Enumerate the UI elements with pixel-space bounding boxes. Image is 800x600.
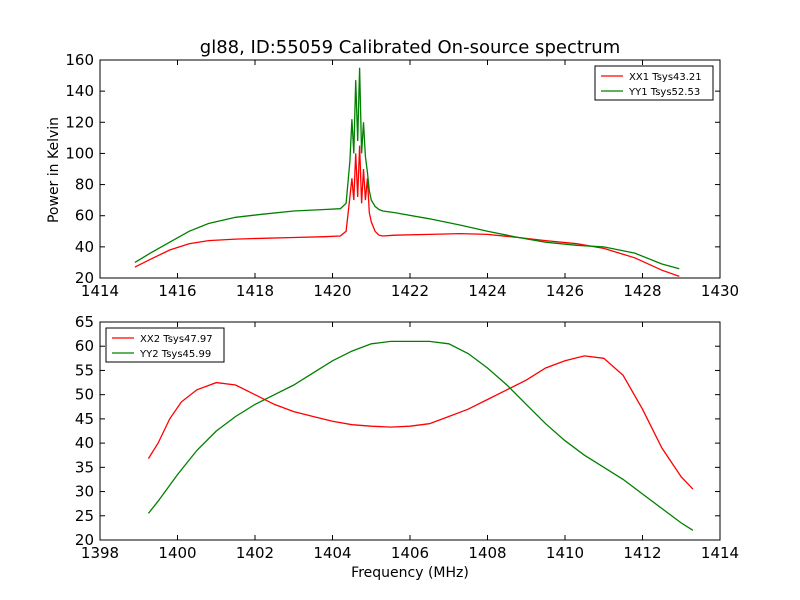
x-tick-label: 1420 (313, 282, 351, 300)
y-tick-label: 65 (75, 313, 94, 331)
x-tick-label: 1422 (391, 282, 429, 300)
series-line-2 (134, 67, 680, 270)
x-axis-label: Frequency (MHz) (351, 565, 469, 581)
y-tick-label: 120 (65, 113, 94, 131)
y-tick-label: 45 (75, 410, 94, 428)
legend: XX2 Tsys47.97 YY2 Tsys45.99 (105, 327, 225, 363)
legend-label: YY1 Tsys52.53 (628, 87, 700, 98)
y-tick-label: 60 (75, 207, 94, 225)
top-spectrum-plot: 1414 1416 1418 1420 1422 1424 1426 1428 1430 20 40… (65, 51, 739, 300)
x-tick-label: 1416 (158, 282, 196, 300)
x-tick-label: 1414 (701, 544, 739, 562)
legend: XX1 Tsys43.21 YY1 Tsys52.53 (594, 65, 714, 101)
legend-box (594, 65, 714, 101)
x-tick-label: 1406 (391, 544, 429, 562)
series-line-1 (147, 355, 694, 490)
y-tick-label: 30 (75, 483, 94, 501)
x-tick-label: 1418 (236, 282, 274, 300)
x-tick-label: 1424 (468, 282, 506, 300)
figure-title: gl88, ID:55059 Calibrated On-source spec… (200, 37, 620, 58)
x-tick-label: 1398 (81, 544, 119, 562)
x-tick-label: 1414 (81, 282, 119, 300)
legend-label: XX2 Tsys47.97 (140, 334, 213, 345)
y-tick-label: 50 (75, 386, 94, 404)
bottom-spectrum-plot: 1398 1400 1402 1404 1406 1408 1410 1412 1414 20 25… (75, 313, 739, 562)
legend-label: YY2 Tsys45.99 (139, 349, 211, 360)
x-tick-label: 1426 (546, 282, 584, 300)
y-tick-label: 40 (75, 434, 94, 452)
x-tick-label: 1400 (158, 544, 196, 562)
legend-label: XX1 Tsys43.21 (629, 72, 702, 83)
legend-box (105, 327, 225, 363)
y-tick-label: 140 (65, 82, 94, 100)
x-tick-label: 1428 (623, 282, 661, 300)
x-tick-label: 1412 (623, 544, 661, 562)
y-tick-label: 80 (75, 176, 94, 194)
y-tick-label: 40 (75, 238, 94, 256)
y-tick-label: 100 (65, 144, 94, 162)
y-tick-label: 25 (75, 507, 94, 525)
x-tick-label: 1430 (701, 282, 739, 300)
y-tick-label: 20 (75, 269, 94, 287)
y-tick-label: 20 (75, 531, 94, 549)
x-tick-label: 1410 (546, 544, 584, 562)
y-tick-label: 160 (65, 51, 94, 69)
x-tick-label: 1404 (313, 544, 351, 562)
y-tick-label: 55 (75, 361, 94, 379)
series-line-2 (147, 340, 694, 531)
y-axis-label: Power in Kelvin (46, 117, 62, 223)
x-tick-label: 1408 (468, 544, 506, 562)
x-tick-label: 1402 (236, 544, 274, 562)
y-tick-label: 35 (75, 458, 94, 476)
y-tick-label: 60 (75, 337, 94, 355)
